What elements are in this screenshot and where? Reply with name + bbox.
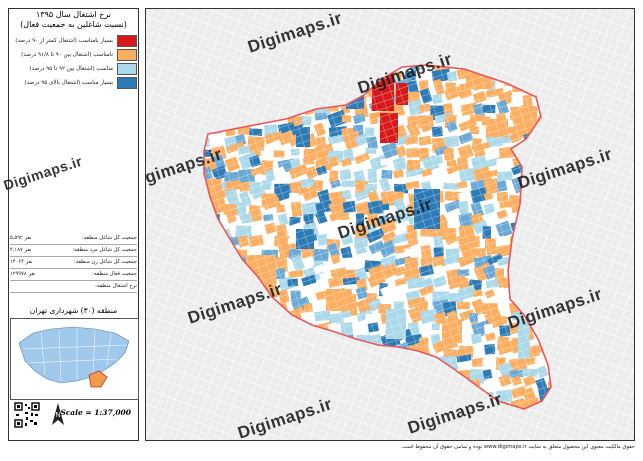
stat-row: ۱۴۰۶۴ نفر جمعیت کل شاغل زن منطقه: bbox=[10, 257, 137, 269]
stat-value: ۱۴۰۶۴ نفر bbox=[10, 259, 33, 265]
legend-label: بسیار مناسب (اشتغال بالای ۹۵ درصد) bbox=[24, 79, 113, 86]
qr-code-icon bbox=[14, 402, 40, 428]
legend-swatch bbox=[117, 34, 137, 47]
stat-row: نرخ اشتغال منطقه: bbox=[10, 281, 137, 293]
north-arrow-icon: N bbox=[52, 403, 64, 425]
stat-label: جمعیت کل شاغل منطقه: bbox=[81, 235, 137, 241]
stat-value: ۵,۵۹۲ نفر bbox=[10, 235, 32, 241]
statistics-table: ۵,۵۹۲ نفر جمعیت کل شاغل منطقه: ۴,۱۸۷ نفر… bbox=[10, 233, 137, 293]
title-line-1: نرخ اشتغال سال ۱۳۹۵ bbox=[35, 10, 112, 19]
title-line-2: (نسبت شاغلین به جمعیت فعال) bbox=[20, 20, 127, 29]
legend-item-good: مناسب (اشتغال بین ۹۲ تا ۹۵ درصد) bbox=[10, 62, 137, 75]
stat-label: جمعیت کل شاغل زن منطقه: bbox=[74, 259, 137, 265]
stat-label: جمعیت فعال منطقه: bbox=[92, 271, 137, 277]
stat-row: ۴,۱۸۷ نفر جمعیت کل شاغل مرد منطقه: bbox=[10, 245, 137, 257]
highlighted-district bbox=[88, 370, 108, 388]
svg-text:N: N bbox=[55, 412, 60, 419]
legend-item-very-good: بسیار مناسب (اشتغال بالای ۹۵ درصد) bbox=[10, 76, 137, 89]
legend: بسیار نامناسب (اشتغال کمتر از ۹۰ درصد) ن… bbox=[10, 34, 137, 90]
stat-label: نرخ اشتغال منطقه: bbox=[95, 283, 137, 289]
stat-row: ۵,۵۹۲ نفر جمعیت کل شاغل منطقه: bbox=[10, 233, 137, 245]
legend-item-very-poor: بسیار نامناسب (اشتغال کمتر از ۹۰ درصد) bbox=[10, 34, 137, 47]
inset-svg bbox=[11, 319, 138, 399]
region-title: منطقه (۳۰) شهرداری تهران bbox=[29, 306, 118, 315]
legend-label: بسیار نامناسب (اشتغال کمتر از ۹۰ درصد) bbox=[15, 37, 113, 44]
stat-row: ۱۲۹۹۷۸ نفر جمعیت فعال منطقه: bbox=[10, 269, 137, 281]
legend-swatch bbox=[117, 62, 137, 75]
tehran-outline bbox=[18, 326, 130, 384]
legend-label: نامناسب (اشتغال بین ۹۰ تا ۹۱/۸ درصد) bbox=[21, 51, 113, 58]
footer-copyright: حقوق مالکیت معنوی این محصول متعلق به سای… bbox=[401, 444, 635, 450]
scale-label: Scale = 1:37,000 bbox=[60, 408, 131, 417]
inset-district-lines bbox=[22, 328, 128, 382]
map-frame: Digimaps.ir Digimaps.ir Digimaps.ir Digi… bbox=[145, 8, 635, 441]
legend-swatch bbox=[117, 48, 137, 61]
stat-value: ۴,۱۸۷ نفر bbox=[10, 247, 32, 253]
legend-item-poor: نامناسب (اشتغال بین ۹۰ تا ۹۱/۸ درصد) bbox=[10, 48, 137, 61]
legend-swatch bbox=[117, 76, 137, 89]
stat-value: ۱۲۹۹۷۸ نفر bbox=[10, 271, 36, 277]
tehran-inset-map bbox=[10, 318, 139, 400]
scale-area: N Scale = 1:37,000 bbox=[10, 400, 137, 438]
map-title: نرخ اشتغال سال ۱۳۹۵ (نسبت شاغلین به جمعی… bbox=[8, 8, 139, 30]
legend-label: مناسب (اشتغال بین ۹۲ تا ۹۵ درصد) bbox=[29, 65, 113, 72]
district-map bbox=[146, 9, 634, 440]
stat-label: جمعیت کل شاغل مرد منطقه: bbox=[72, 247, 137, 253]
